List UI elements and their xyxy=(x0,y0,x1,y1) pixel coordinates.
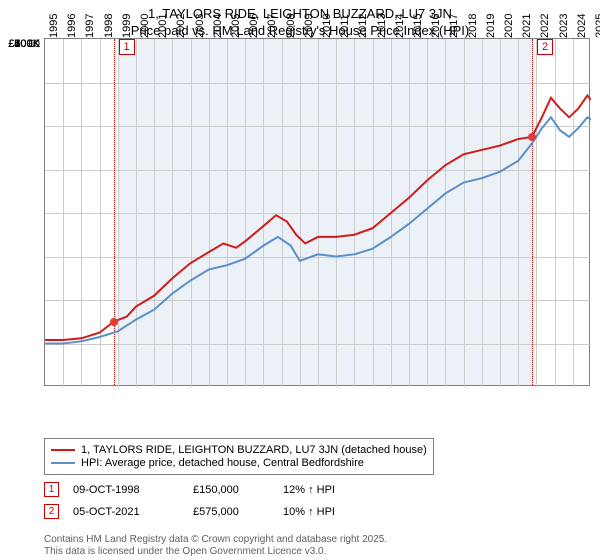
x-tick-label: 2019 xyxy=(485,14,497,38)
x-tick-label: 2006 xyxy=(248,14,260,38)
x-tick-label: 1997 xyxy=(84,14,96,38)
legend-swatch-hpi xyxy=(51,462,75,464)
sale-row-date: 09-OCT-1998 xyxy=(73,484,193,496)
x-tick-label: 2003 xyxy=(194,14,206,38)
x-tick-label: 2018 xyxy=(467,14,479,38)
legend-swatch-price xyxy=(51,449,75,451)
series-price_paid xyxy=(45,96,591,340)
x-tick-label: 2022 xyxy=(539,14,551,38)
footnote-2: This data is licensed under the Open Gov… xyxy=(44,546,326,557)
x-tick-label: 2012 xyxy=(357,14,369,38)
sale-marker-dot xyxy=(110,318,118,326)
x-tick-label: 2015 xyxy=(412,14,424,38)
x-tick-label: 2005 xyxy=(230,14,242,38)
x-tick-label: 2001 xyxy=(157,14,169,38)
x-tick-label: 2020 xyxy=(503,14,515,38)
sale-marker-badge: 2 xyxy=(537,39,553,55)
x-tick-label: 2016 xyxy=(430,14,442,38)
x-tick-label: 2010 xyxy=(321,14,333,38)
sale-row-date: 05-OCT-2021 xyxy=(73,506,193,518)
x-tick-label: 2024 xyxy=(576,14,588,38)
x-tick-label: 2007 xyxy=(266,14,278,38)
legend-row-1: 1, TAYLORS RIDE, LEIGHTON BUZZARD, LU7 3… xyxy=(51,444,427,456)
sale-row-badge: 1 xyxy=(44,482,59,497)
sale-row-badge: 2 xyxy=(44,504,59,519)
sale-row-price: £150,000 xyxy=(193,484,283,496)
x-tick-label: 1995 xyxy=(48,14,60,38)
sale-marker-dot xyxy=(528,133,536,141)
x-tick-label: 2002 xyxy=(175,14,187,38)
x-tick-label: 2004 xyxy=(212,14,224,38)
x-tick-label: 1996 xyxy=(66,14,78,38)
x-tick-label: 2011 xyxy=(339,14,351,38)
sale-marker-badge: 1 xyxy=(119,39,135,55)
x-tick-label: 2023 xyxy=(558,14,570,38)
x-tick-label: 2009 xyxy=(303,14,315,38)
x-tick-label: 1998 xyxy=(103,14,115,38)
sale-row: 2 05-OCT-2021£575,00010% ↑ HPI xyxy=(44,504,373,519)
sale-row-price: £575,000 xyxy=(193,506,283,518)
x-tick-label: 2013 xyxy=(376,14,388,38)
legend-label-price: 1, TAYLORS RIDE, LEIGHTON BUZZARD, LU7 3… xyxy=(81,444,427,456)
series-hpi xyxy=(45,117,591,343)
x-tick-label: 1999 xyxy=(121,14,133,38)
footnote-1: Contains HM Land Registry data © Crown c… xyxy=(44,534,387,545)
legend-label-hpi: HPI: Average price, detached house, Cent… xyxy=(81,457,364,469)
legend-box: 1, TAYLORS RIDE, LEIGHTON BUZZARD, LU7 3… xyxy=(44,438,434,475)
sale-row: 1 09-OCT-1998£150,00012% ↑ HPI xyxy=(44,482,373,497)
chart-area: 12 xyxy=(44,38,590,386)
chart-container: 1, TAYLORS RIDE, LEIGHTON BUZZARD, LU7 3… xyxy=(0,0,600,560)
x-tick-label: 2000 xyxy=(139,14,151,38)
x-tick-label: 2021 xyxy=(521,14,533,38)
x-tick-label: 2014 xyxy=(394,14,406,38)
sale-row-hpi: 10% ↑ HPI xyxy=(283,506,373,518)
legend-row-2: HPI: Average price, detached house, Cent… xyxy=(51,457,427,469)
x-tick-label: 2025 xyxy=(594,14,600,38)
x-tick-label: 2017 xyxy=(448,14,460,38)
y-tick-label: £800K xyxy=(0,38,40,50)
series-svg xyxy=(45,39,591,387)
x-tick-label: 2008 xyxy=(285,14,297,38)
sale-row-hpi: 12% ↑ HPI xyxy=(283,484,373,496)
